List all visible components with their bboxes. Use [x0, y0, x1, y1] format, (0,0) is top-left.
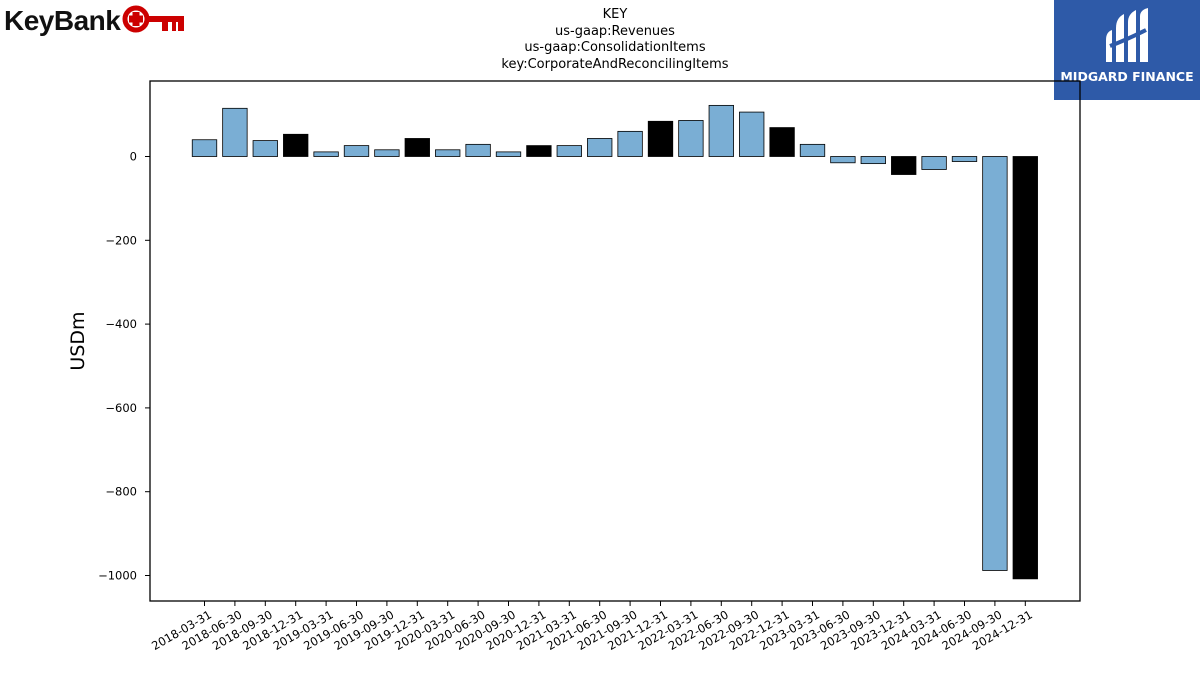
bar [283, 133, 309, 157]
bar [252, 140, 278, 157]
plot-frame [149, 80, 1081, 602]
bar [556, 145, 582, 157]
bar [465, 143, 491, 157]
bar [708, 104, 734, 157]
bar [921, 156, 947, 170]
bar [617, 130, 643, 157]
key-icon [122, 5, 185, 33]
chart-title-line: key:CorporateAndReconcilingItems [501, 56, 729, 72]
keybank-logo-text: KeyBank [4, 5, 121, 36]
keybank-logo: KeyBank [4, 2, 186, 40]
midgard-finance-text: MIDGARD FINANCE [1060, 69, 1194, 84]
bar [860, 156, 886, 165]
bar [739, 111, 765, 157]
bar [799, 143, 826, 157]
bar [313, 151, 339, 157]
bar [678, 120, 704, 157]
bar [647, 120, 674, 157]
bar [374, 149, 400, 157]
chart-title-line: us-gaap:Revenues [555, 23, 675, 39]
midgard-finance-logo: MIDGARD FINANCE [1054, 0, 1200, 100]
bar [982, 156, 1008, 571]
y-tick-label: −400 [105, 317, 137, 331]
bar [587, 138, 613, 157]
bar [404, 138, 430, 157]
y-tick-label: −200 [105, 233, 137, 247]
bar [891, 156, 917, 175]
bar [435, 149, 461, 157]
bar [343, 145, 370, 157]
y-tick-label: −1000 [98, 569, 137, 583]
chart-title-line: us-gaap:ConsolidationItems [524, 40, 706, 55]
y-axis-label: USDm [67, 311, 89, 370]
bar [769, 127, 795, 157]
y-tick-label: −600 [105, 401, 137, 415]
y-tick-label: 0 [130, 150, 137, 164]
bar [495, 151, 522, 157]
bar [1012, 156, 1038, 580]
y-tick-label: −800 [105, 485, 137, 499]
bar [222, 107, 248, 157]
midgard-emblem-icon [1106, 8, 1148, 62]
bar [951, 156, 978, 162]
bar [526, 145, 552, 157]
chart-title-line: KEY [602, 7, 628, 22]
bar [191, 139, 218, 157]
bar [830, 156, 856, 164]
chart-title: KEY us-gaap:Revenues us-gaap:Consolidati… [365, 7, 865, 73]
